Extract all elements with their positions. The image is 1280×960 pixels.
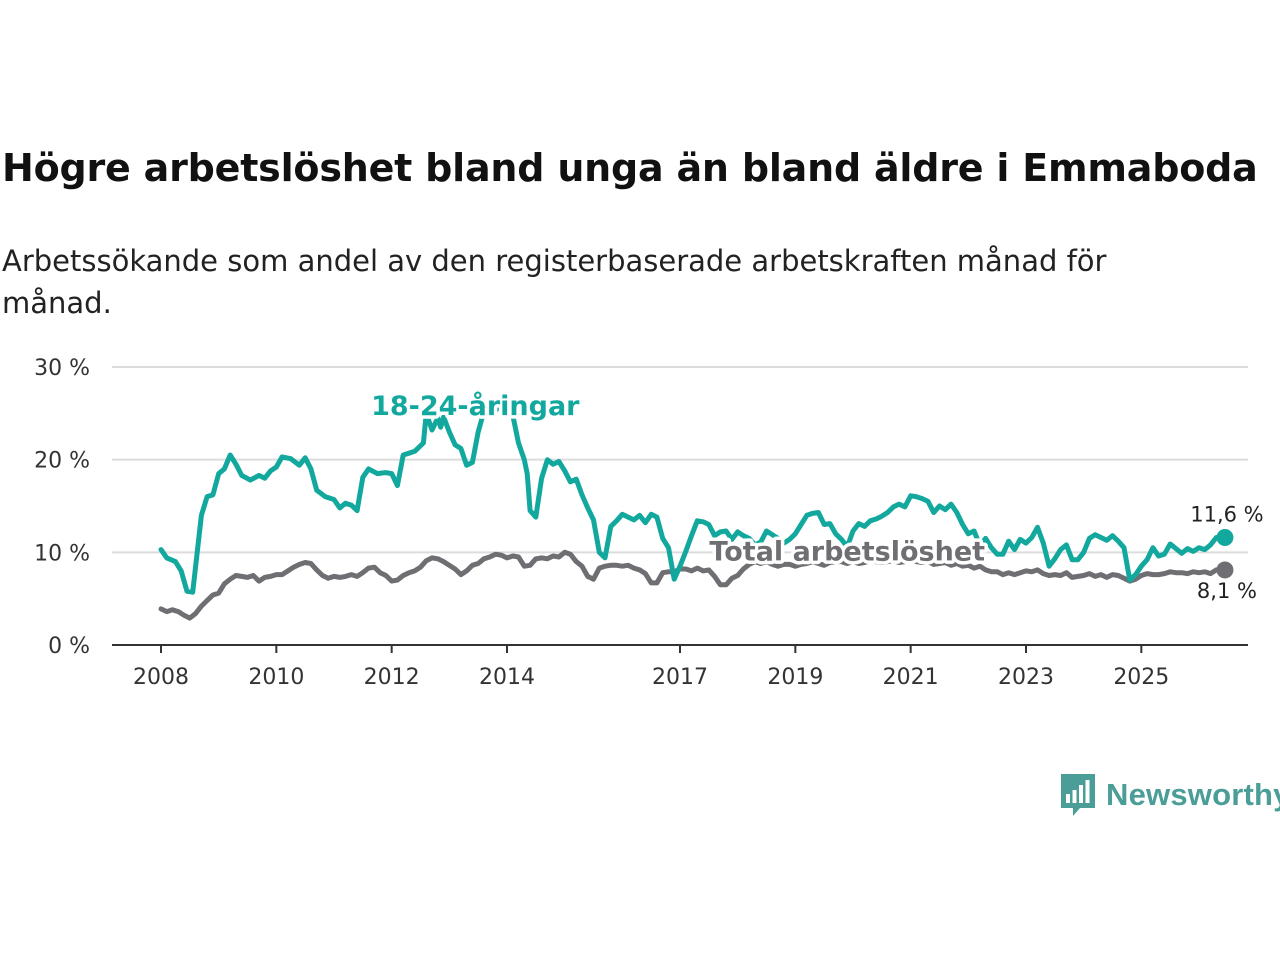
x-tick-label: 2008	[133, 665, 189, 690]
series-lines	[158, 401, 1234, 621]
series-labels: 18-24-åringar 11,6 % Total arbetslöshet 8,1…	[368, 387, 1264, 603]
x-tick-label: 2023	[998, 665, 1054, 690]
series-label: Total arbetslöshet	[709, 537, 985, 568]
bar-chart-speech-bubble-icon	[1061, 774, 1095, 816]
series-end-marker	[1216, 561, 1234, 579]
y-tick-label: 0 %	[48, 634, 90, 659]
y-axis: 0 % 10 % 20 % 30 %	[34, 356, 90, 659]
series-label: 18-24-åringar	[371, 390, 580, 422]
x-axis: 2008 2010 2012 2014 2017 2019 2021 2023 2025	[112, 644, 1248, 690]
series-end-marker	[1216, 529, 1234, 547]
x-tick-label: 2025	[1113, 665, 1169, 690]
chart-title: Högre arbetslöshet bland unga än bland ä…	[2, 146, 1258, 190]
series-end-value-label: 11,6 %	[1190, 503, 1263, 527]
y-tick-label: 20 %	[34, 449, 90, 474]
x-tick-label: 2021	[883, 665, 939, 690]
y-tick-label: 10 %	[34, 541, 90, 566]
line-chart: 0 % 10 % 20 % 30 % 2008 2010 2012 2014 2017 2019…	[34, 356, 1264, 690]
x-tick-label: 2019	[767, 665, 823, 690]
series-end-value-label: 8,1 %	[1197, 579, 1257, 603]
x-tick-label: 2012	[364, 665, 420, 690]
chart-subtitle: Arbetssökande som andel av den registerb…	[2, 244, 1107, 320]
x-tick-label: 2014	[479, 665, 535, 690]
x-tick-label: 2010	[248, 665, 304, 690]
x-tick-label: 2017	[652, 665, 708, 690]
series-line	[158, 549, 1228, 621]
newsworthy-logo: Newsworthy	[1058, 772, 1280, 818]
series-line	[158, 401, 1228, 595]
brand-name: Newsworthy	[1106, 777, 1280, 812]
y-tick-label: 30 %	[34, 356, 90, 381]
